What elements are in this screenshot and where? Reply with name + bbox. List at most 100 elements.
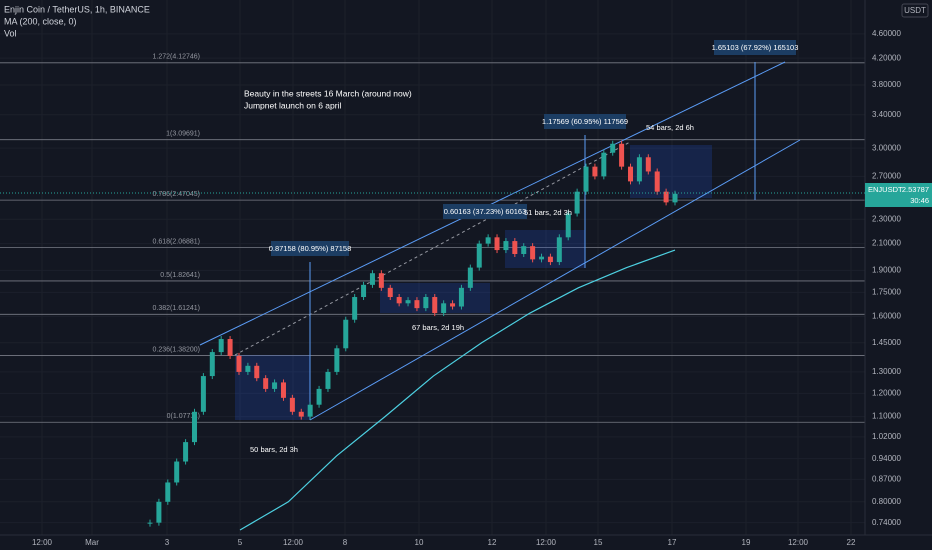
currency-button[interactable] (901, 3, 929, 18)
measure-text: 1.65103 (67.92%) 165103 (712, 43, 799, 52)
candle (334, 348, 340, 372)
y-tick-label: 0.87000 (872, 474, 901, 483)
candle (530, 246, 536, 260)
x-tick-label: 12:00 (283, 538, 304, 547)
measure-text: 67 bars, 2d 19h (412, 323, 464, 332)
price-symbol: ENJUSDT (868, 185, 903, 194)
y-tick-label: 3.40000 (872, 110, 901, 119)
candle (458, 287, 464, 307)
candle (556, 237, 562, 263)
candle (191, 411, 197, 443)
candle (512, 241, 518, 255)
y-tick-label: 1.90000 (872, 265, 901, 274)
candle (601, 152, 607, 177)
labels: 0.87158 (80.95%) 87158 50 bars, 2d 3h 67… (244, 40, 798, 454)
fib-label: 0.382(1.61241) (153, 305, 200, 312)
y-tick-label: 4.20000 (872, 53, 901, 62)
candle (289, 397, 295, 412)
measure-tag (544, 114, 626, 129)
measure-tag (714, 40, 796, 55)
candle (165, 482, 171, 502)
channel-lower[interactable] (309, 139, 801, 421)
candle (645, 157, 651, 172)
measure-text: 50 bars, 2d 3h (250, 445, 298, 454)
currency[interactable]: USDT (904, 6, 926, 15)
vol-legend[interactable]: Vol (4, 28, 17, 38)
candle (672, 193, 678, 203)
range-box[interactable] (505, 230, 585, 268)
candle (396, 297, 402, 304)
candle (254, 365, 260, 379)
x-tick-label: 5 (238, 538, 243, 547)
candle (565, 213, 571, 238)
candle (414, 300, 420, 309)
note: Jumpnet launch on 6 april (244, 100, 341, 110)
candle (227, 339, 233, 356)
candle (378, 273, 384, 288)
price-axis[interactable] (865, 0, 932, 550)
axis: 4.60000 4.20000 3.80000 3.40000 3.00000 2.700… (32, 29, 901, 547)
fib-label: 0.5(1.82641) (160, 272, 200, 279)
y-tick-label: 0.74000 (872, 518, 901, 527)
measure-text: 51 bars, 2d 3h (524, 208, 572, 217)
candle (174, 461, 180, 483)
fib-retracement[interactable]: 1.272(4.12746) 1(3.09691) 0.786(2.47045) 0.… (0, 54, 865, 423)
measure-text: 1.17569 (60.95%) 117569 (542, 117, 628, 126)
y-tick-label: 0.94000 (872, 454, 901, 463)
candle (476, 243, 482, 268)
symbol-title[interactable]: Enjin Coin / TetherUS, 1h, BINANCE (4, 4, 150, 14)
candle (494, 237, 500, 251)
candle (307, 404, 313, 417)
trend-dashed[interactable] (234, 141, 631, 356)
candle (236, 355, 242, 372)
candle (610, 143, 616, 153)
candle (361, 284, 367, 298)
y-tick-label: 1.10000 (872, 412, 901, 421)
channel-upper[interactable] (199, 61, 786, 346)
y-tick-label: 4.60000 (872, 29, 901, 38)
measure-tag (443, 204, 527, 219)
fib-label: 0.618(2.06881) (153, 238, 200, 245)
fib-label: 0.236(1.38200) (153, 346, 200, 353)
x-tick-label: 12:00 (788, 538, 809, 547)
moving-average (239, 249, 676, 531)
x-tick-label: Mar (85, 538, 99, 547)
measure-tag (271, 241, 349, 256)
candle (592, 166, 598, 177)
candle (485, 237, 491, 244)
y-tick-label: 0.80000 (872, 497, 901, 506)
x-tick-label: 22 (847, 538, 856, 547)
y-tick-label: 2.30000 (872, 214, 901, 223)
candle (636, 157, 642, 182)
candle (280, 382, 286, 398)
candle (183, 442, 189, 462)
ma-legend[interactable]: MA (200, close, 0) (4, 16, 77, 26)
candle (245, 365, 251, 372)
candle (432, 297, 438, 314)
candle (147, 522, 153, 524)
countdown: 30:46 (910, 196, 929, 205)
candle (547, 256, 553, 263)
y-tick-label: 2.70000 (872, 171, 901, 180)
x-tick-label: 12 (488, 538, 497, 547)
x-tick-label: 17 (668, 538, 677, 547)
candle (352, 297, 358, 320)
candle (619, 143, 625, 167)
range-box[interactable] (630, 145, 712, 198)
candle (663, 191, 669, 203)
measure-text: 0.60163 (37.23%) 60163 (444, 207, 527, 216)
candle (387, 287, 393, 298)
candle (503, 241, 509, 251)
candle (316, 388, 322, 405)
candle (521, 246, 527, 255)
measure-text: 54 bars, 2d 6h (646, 123, 694, 132)
y-tick-label: 1.60000 (872, 311, 901, 320)
candle (263, 378, 269, 389)
candle (450, 303, 456, 307)
candle (218, 339, 224, 353)
fib-label: 1.272(4.12746) (153, 54, 200, 61)
candle (628, 166, 634, 182)
note: Beauty in the streets 16 March (around n… (244, 88, 412, 98)
candle (539, 256, 545, 260)
